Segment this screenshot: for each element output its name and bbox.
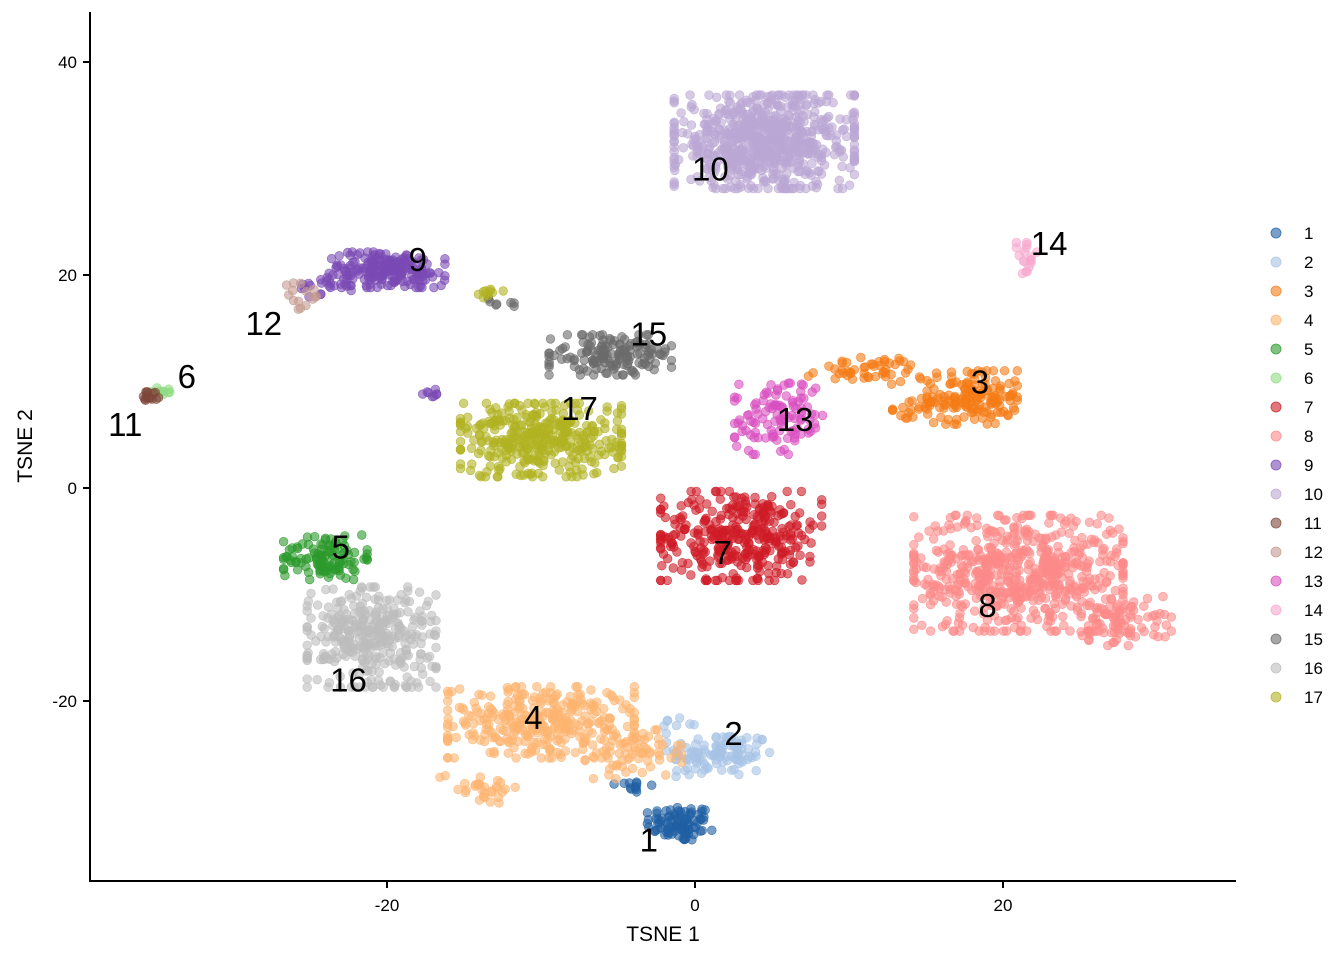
cluster-14-points bbox=[1011, 237, 1042, 279]
legend-marker bbox=[1270, 430, 1282, 442]
legend-item-10: 10 bbox=[1270, 485, 1323, 504]
cluster-5-points bbox=[278, 530, 372, 585]
legend-label: 7 bbox=[1304, 398, 1313, 417]
legend-item-16: 16 bbox=[1270, 659, 1323, 678]
cluster-8-points bbox=[909, 510, 1177, 651]
legend-item-2: 2 bbox=[1270, 253, 1313, 272]
cluster-16-points bbox=[302, 582, 441, 692]
legend-marker bbox=[1270, 488, 1282, 500]
cluster-label-14: 14 bbox=[1031, 225, 1068, 262]
legend-item-7: 7 bbox=[1270, 398, 1313, 417]
legend-item-11: 11 bbox=[1270, 514, 1322, 533]
legend-label: 3 bbox=[1304, 282, 1313, 301]
legend-label: 10 bbox=[1304, 485, 1323, 504]
legend-item-15: 15 bbox=[1270, 630, 1323, 649]
legend-item-9: 9 bbox=[1270, 456, 1313, 475]
legend-item-1: 1 bbox=[1270, 224, 1313, 243]
legend-marker bbox=[1270, 662, 1282, 674]
x-axis-title: TSNE 1 bbox=[626, 923, 700, 946]
legend-marker bbox=[1270, 575, 1282, 587]
legend-label: 12 bbox=[1304, 543, 1323, 562]
cluster-label-2: 2 bbox=[724, 715, 742, 752]
cluster-label-1: 1 bbox=[640, 821, 658, 858]
legend-marker bbox=[1270, 401, 1282, 413]
legend-label: 1 bbox=[1304, 224, 1313, 243]
cluster-label-13: 13 bbox=[777, 401, 814, 438]
cluster-17-points bbox=[455, 284, 627, 482]
cluster-1-points bbox=[609, 777, 717, 845]
legend-item-14: 14 bbox=[1270, 601, 1323, 620]
legend-label: 15 bbox=[1304, 630, 1323, 649]
legend-item-5: 5 bbox=[1270, 340, 1313, 359]
cluster-label-6: 6 bbox=[178, 358, 196, 395]
legend-item-12: 12 bbox=[1270, 543, 1323, 562]
legend-label: 8 bbox=[1304, 427, 1313, 446]
legend-label: 4 bbox=[1304, 311, 1313, 330]
y-tick-label: 40 bbox=[58, 53, 77, 72]
y-axis-title: TSNE 2 bbox=[14, 409, 37, 483]
legend-item-6: 6 bbox=[1270, 369, 1313, 388]
legend-marker bbox=[1270, 285, 1282, 297]
x-tick-label: -20 bbox=[375, 896, 400, 915]
cluster-label-12: 12 bbox=[245, 305, 282, 342]
legend-marker bbox=[1270, 604, 1282, 616]
y-tick-label: 0 bbox=[68, 479, 77, 498]
scatter-points bbox=[138, 90, 1177, 845]
x-tick-label: 20 bbox=[994, 896, 1013, 915]
cluster-label-3: 3 bbox=[971, 364, 989, 401]
x-axis-ticks: -20 0 20 bbox=[375, 881, 1013, 915]
cluster-7-points bbox=[655, 486, 827, 586]
legend-label: 17 bbox=[1304, 688, 1323, 707]
legend-item-4: 4 bbox=[1270, 311, 1313, 330]
legend-marker bbox=[1270, 314, 1282, 326]
legend-item-8: 8 bbox=[1270, 427, 1313, 446]
legend-item-3: 3 bbox=[1270, 282, 1313, 301]
x-tick-label: 0 bbox=[690, 896, 699, 915]
legend-marker bbox=[1270, 372, 1282, 384]
legend-marker bbox=[1270, 459, 1282, 471]
cluster-label-10: 10 bbox=[692, 151, 729, 188]
legend-marker bbox=[1270, 256, 1282, 268]
legend-label: 9 bbox=[1304, 456, 1313, 475]
cluster-13-points bbox=[729, 378, 828, 460]
cluster-label-8: 8 bbox=[978, 587, 996, 624]
legend-item-17: 17 bbox=[1270, 688, 1323, 707]
cluster-label-17: 17 bbox=[561, 390, 598, 427]
legend-label: 16 bbox=[1304, 659, 1323, 678]
cluster-label-16: 16 bbox=[330, 662, 367, 699]
legend-label: 11 bbox=[1304, 514, 1322, 533]
cluster-label-15: 15 bbox=[630, 316, 667, 353]
cluster-11-points bbox=[138, 387, 164, 405]
cluster-3-points bbox=[803, 352, 1022, 429]
cluster-12-points bbox=[281, 278, 321, 314]
legend-marker bbox=[1270, 343, 1282, 355]
cluster-label-5: 5 bbox=[332, 529, 350, 566]
legend-marker bbox=[1270, 633, 1282, 645]
cluster-label-9: 9 bbox=[409, 241, 427, 278]
cluster-label-4: 4 bbox=[524, 699, 542, 736]
y-tick-label: -20 bbox=[52, 692, 77, 711]
legend-label: 5 bbox=[1304, 340, 1313, 359]
cluster-label-11: 11 bbox=[108, 406, 142, 443]
legend-label: 14 bbox=[1304, 601, 1323, 620]
legend-marker bbox=[1270, 517, 1282, 529]
cluster-4-points bbox=[435, 681, 687, 808]
legend-label: 13 bbox=[1304, 572, 1323, 591]
legend-marker bbox=[1270, 691, 1282, 703]
cluster-10-points bbox=[669, 90, 860, 194]
legend-item-13: 13 bbox=[1270, 572, 1323, 591]
legend-label: 2 bbox=[1304, 253, 1313, 272]
cluster-label-7: 7 bbox=[714, 534, 732, 571]
legend-marker bbox=[1270, 546, 1282, 558]
legend-marker bbox=[1270, 227, 1282, 239]
y-axis-ticks: -20 0 20 40 bbox=[52, 53, 90, 711]
legend-label: 6 bbox=[1304, 369, 1313, 388]
y-tick-label: 20 bbox=[58, 266, 77, 285]
